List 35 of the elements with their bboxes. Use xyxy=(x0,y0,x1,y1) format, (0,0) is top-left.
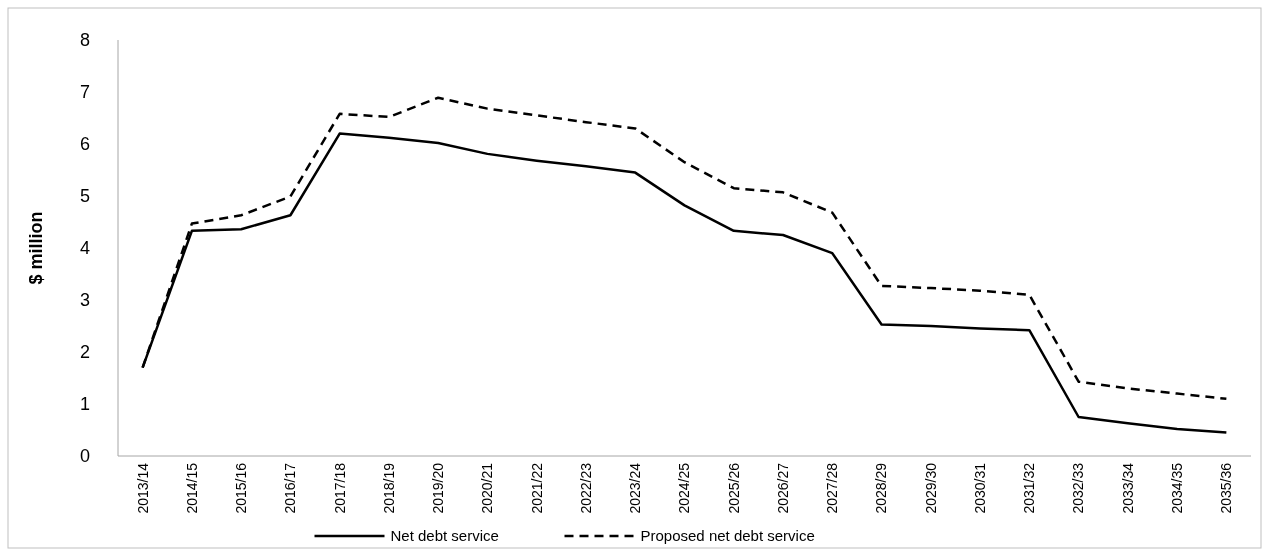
y-tick-label: 1 xyxy=(79,394,90,415)
x-tick-label: 2015/16 xyxy=(233,462,250,514)
x-tick-label: 2024/25 xyxy=(676,462,693,514)
x-tick-label: 2013/14 xyxy=(134,462,151,514)
x-tick-label: 2031/32 xyxy=(1021,462,1038,514)
x-tick-label: 2032/33 xyxy=(1070,462,1087,514)
x-tick-label: 2023/24 xyxy=(627,462,644,514)
x-tick-label: 2019/20 xyxy=(430,462,447,514)
y-tick-label: 3 xyxy=(79,290,90,311)
y-tick-label: 2 xyxy=(79,342,90,363)
y-tick-label: 7 xyxy=(79,82,90,103)
x-tick-label: 2022/23 xyxy=(577,462,594,514)
legend-label: Net debt service xyxy=(390,527,499,545)
x-tick-label: 2035/36 xyxy=(1218,462,1235,514)
y-tick-label: 6 xyxy=(79,134,90,155)
x-tick-label: 2030/31 xyxy=(971,462,988,514)
x-tick-label: 2027/28 xyxy=(824,462,841,514)
x-tick-label: 2029/30 xyxy=(922,462,939,514)
x-tick-label: 2014/15 xyxy=(183,462,200,514)
x-tick-label: 2033/34 xyxy=(1119,462,1136,514)
x-tick-label: 2017/18 xyxy=(331,462,348,514)
y-tick-label: 8 xyxy=(79,30,90,51)
x-tick-label: 2034/35 xyxy=(1169,462,1186,514)
y-axis-title: $ million xyxy=(26,211,46,285)
x-tick-label: 2025/26 xyxy=(725,462,742,514)
x-tick-label: 2018/19 xyxy=(380,462,397,514)
y-tick-label: 5 xyxy=(79,186,90,207)
x-tick-label: 2020/21 xyxy=(479,462,496,514)
legend-label: Proposed net debt service xyxy=(640,527,815,545)
x-tick-label: 2028/29 xyxy=(873,462,890,514)
y-tick-label: 0 xyxy=(79,446,90,467)
x-tick-label: 2021/22 xyxy=(528,462,545,514)
y-tick-label: 4 xyxy=(79,238,90,259)
x-tick-label: 2026/27 xyxy=(774,462,791,514)
x-tick-label: 2016/17 xyxy=(282,462,299,514)
